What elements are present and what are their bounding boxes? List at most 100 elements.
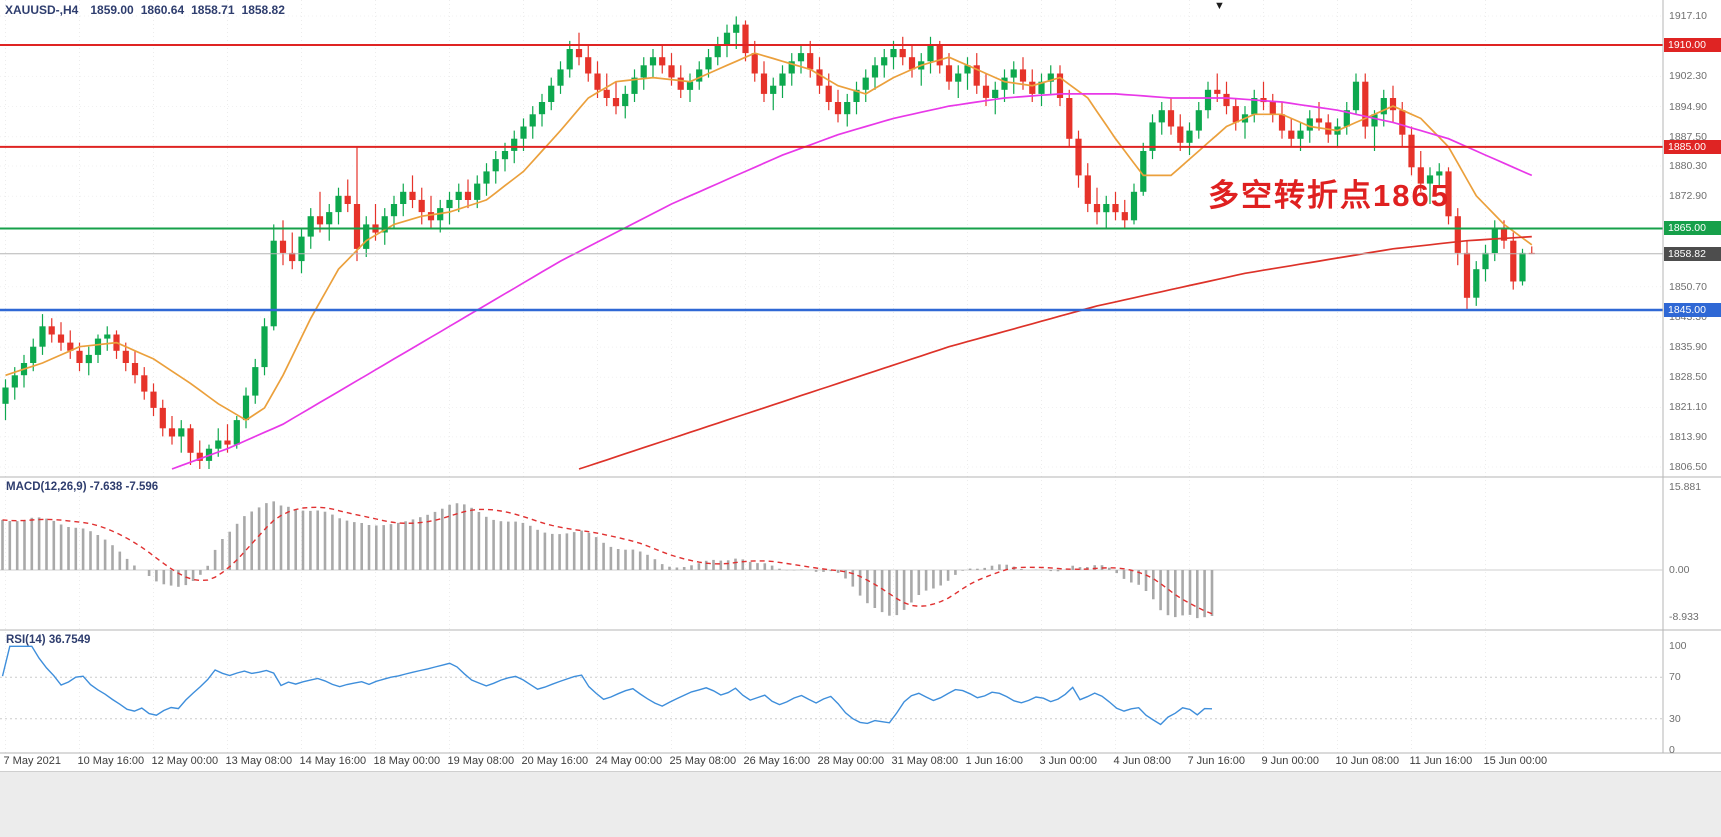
candle-body xyxy=(1343,110,1350,127)
candle-body xyxy=(1010,69,1017,78)
candle-body xyxy=(899,49,906,58)
candle-body xyxy=(233,420,240,445)
candle-body xyxy=(85,354,92,364)
candle-body xyxy=(1500,228,1508,241)
candle-body xyxy=(1195,110,1202,131)
candle-body xyxy=(298,236,305,262)
candle-body xyxy=(1473,269,1480,298)
candle-body xyxy=(1251,98,1258,115)
candle-body xyxy=(1510,240,1517,282)
candle-body xyxy=(594,73,601,90)
candle-body xyxy=(1436,171,1443,176)
candle-body xyxy=(612,98,620,107)
ma-fast-line xyxy=(5,52,1533,422)
candle-body xyxy=(131,363,139,376)
candle-body xyxy=(890,49,897,58)
candle-body xyxy=(529,114,536,127)
candle-body xyxy=(1130,191,1138,221)
candle-body xyxy=(168,428,176,437)
candle-body xyxy=(844,102,851,115)
candle-body xyxy=(723,32,731,45)
candle-body xyxy=(585,57,592,74)
candle-body xyxy=(159,407,166,429)
candle-body xyxy=(557,69,564,86)
candle-body xyxy=(760,73,768,94)
candle-body xyxy=(1103,204,1110,213)
candle-body xyxy=(363,224,370,249)
candle-body xyxy=(538,102,546,115)
candle-body xyxy=(381,216,388,233)
candle-body xyxy=(575,49,583,58)
candle-body xyxy=(1038,81,1045,94)
candle-body xyxy=(881,57,888,66)
candle-body xyxy=(1186,130,1193,143)
candle-body xyxy=(992,89,999,98)
candle-body xyxy=(788,61,795,74)
candle-body xyxy=(307,216,314,237)
candle-body xyxy=(400,191,407,204)
candle-body xyxy=(104,334,111,339)
candle-body xyxy=(1389,98,1397,111)
candle-body xyxy=(1029,81,1036,94)
candle-body xyxy=(1269,102,1276,115)
candle-body xyxy=(1204,89,1212,111)
candle-body xyxy=(511,138,518,151)
candle-body xyxy=(964,65,971,74)
candle-body xyxy=(705,57,712,70)
candle-body xyxy=(242,395,250,421)
candle-body xyxy=(548,85,555,102)
candle-body xyxy=(668,65,675,78)
candle-body xyxy=(2,387,9,404)
candle-body xyxy=(215,440,222,449)
candle-body xyxy=(122,350,129,363)
candle-body xyxy=(1278,114,1286,131)
candle-body xyxy=(862,77,869,90)
rsi-line xyxy=(1,645,1213,726)
candle-body xyxy=(1417,167,1424,184)
candle-body xyxy=(409,191,416,200)
candle-body xyxy=(603,89,610,98)
candle-body xyxy=(150,391,157,408)
candle-body xyxy=(39,326,46,347)
candle-body xyxy=(1297,130,1304,139)
candle-body xyxy=(76,350,83,363)
candle-body xyxy=(141,375,148,392)
candle-body xyxy=(335,195,342,213)
candle-body xyxy=(927,45,934,62)
candle-body xyxy=(1001,77,1008,90)
candle-body xyxy=(640,65,647,78)
candle-body xyxy=(1112,204,1119,213)
candle-body xyxy=(474,183,481,200)
candle-body xyxy=(1519,252,1526,282)
candle-body xyxy=(492,159,499,172)
candle-body xyxy=(779,73,786,86)
candle-body xyxy=(1214,89,1221,94)
candle-body xyxy=(733,24,740,33)
candle-body xyxy=(871,65,879,78)
candle-body xyxy=(908,57,916,70)
candle-body xyxy=(455,191,462,200)
candle-body xyxy=(316,216,324,225)
candle-body xyxy=(196,452,203,461)
candle-body xyxy=(30,346,37,363)
candle-body xyxy=(1093,204,1101,213)
candle-body xyxy=(1399,110,1406,135)
candle-body xyxy=(1454,216,1461,253)
candle-body xyxy=(178,428,185,437)
candle-body xyxy=(1306,118,1313,131)
candle-body xyxy=(1362,81,1369,127)
candle-body xyxy=(797,53,805,62)
candle-body xyxy=(1371,114,1378,127)
ma-mid-line xyxy=(171,93,1533,470)
candle-body xyxy=(326,212,333,225)
candle-body xyxy=(353,204,361,249)
candle-body xyxy=(261,326,268,368)
ma-slow-line xyxy=(578,235,1532,470)
candle-body xyxy=(67,342,74,351)
candle-body xyxy=(270,240,277,327)
candle-body xyxy=(520,126,527,139)
candle-body xyxy=(677,77,684,90)
candle-body xyxy=(1121,212,1128,221)
candle-body xyxy=(1223,93,1230,107)
